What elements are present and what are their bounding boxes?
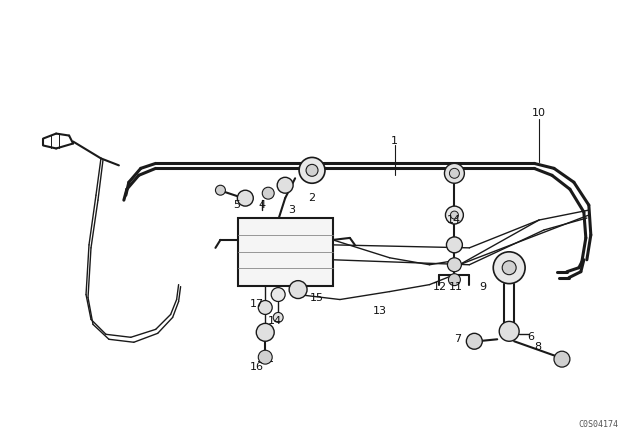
Circle shape [499,321,519,341]
Circle shape [289,280,307,298]
Text: 2: 2 [308,193,316,203]
Text: 8: 8 [534,342,541,352]
Text: 10: 10 [532,108,546,118]
Text: 4: 4 [258,200,265,210]
Text: 17: 17 [250,300,264,310]
Text: C0S04174: C0S04174 [579,420,619,429]
Text: 12: 12 [433,282,447,292]
Text: 1: 1 [391,136,398,146]
Circle shape [306,164,318,177]
Text: 11: 11 [449,282,462,292]
Circle shape [493,252,525,284]
Circle shape [502,261,516,275]
Circle shape [256,323,274,341]
Text: 6: 6 [527,332,534,342]
Circle shape [259,301,272,314]
Circle shape [271,288,285,302]
Text: 15: 15 [310,293,324,302]
Text: 13: 13 [372,306,387,316]
Circle shape [262,187,274,199]
Text: 9: 9 [479,282,486,292]
Circle shape [447,237,462,253]
Circle shape [449,274,460,286]
Circle shape [444,164,465,183]
Text: 16: 16 [250,362,264,372]
Circle shape [216,185,225,195]
Text: 14: 14 [268,316,282,327]
Circle shape [467,333,483,349]
Circle shape [259,350,272,364]
Text: 5: 5 [234,200,241,210]
Circle shape [554,351,570,367]
Circle shape [237,190,253,206]
Circle shape [299,157,325,183]
Bar [238,218,333,286]
Circle shape [273,312,283,323]
Circle shape [445,206,463,224]
Circle shape [447,258,461,271]
Text: 14: 14 [447,215,461,225]
Circle shape [449,168,460,178]
Text: 3: 3 [288,205,295,215]
Circle shape [451,211,458,219]
Text: 7: 7 [454,334,461,344]
Circle shape [277,177,293,193]
